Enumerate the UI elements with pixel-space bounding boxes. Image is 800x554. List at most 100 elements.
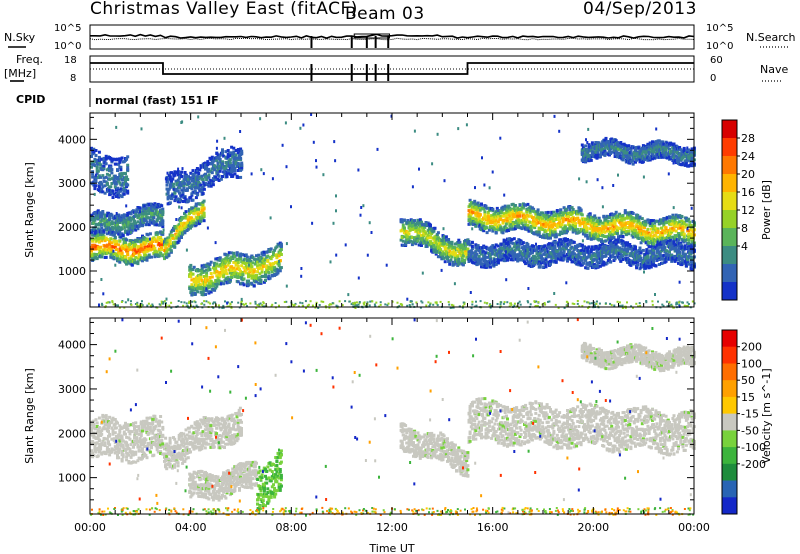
heatmap-cell bbox=[519, 250, 523, 254]
heatmap-cell bbox=[144, 214, 148, 218]
heatmap-cell bbox=[503, 257, 507, 261]
heatmap-cell bbox=[100, 229, 104, 233]
heatmap-cell bbox=[228, 257, 232, 261]
heatmap-cell bbox=[668, 216, 671, 220]
heatmap-cell bbox=[118, 221, 122, 224]
heatmap-cell bbox=[423, 225, 427, 229]
heatmap-cell bbox=[181, 227, 185, 231]
heatmap-cell bbox=[429, 224, 432, 228]
heatmap-cell bbox=[193, 189, 197, 193]
heatmap-cell bbox=[105, 238, 109, 241]
heatmap-cell bbox=[185, 188, 189, 192]
heatmap-cell bbox=[114, 248, 118, 252]
heatmap-cell bbox=[120, 156, 124, 160]
heatmap-cell bbox=[473, 199, 477, 203]
heatmap-cell bbox=[459, 254, 463, 258]
heatmap-cell bbox=[224, 265, 228, 269]
heatmap-cell bbox=[688, 235, 692, 239]
heatmap-cell bbox=[232, 150, 236, 154]
heatmap-cell bbox=[105, 181, 109, 185]
heatmap-cell bbox=[105, 223, 109, 226]
heatmap-cell bbox=[421, 222, 425, 226]
heatmap-cell bbox=[658, 233, 662, 237]
heatmap-cell bbox=[516, 240, 520, 244]
heatmap-cell bbox=[102, 166, 106, 170]
heatmap-cell bbox=[100, 157, 104, 161]
heatmap-cell bbox=[500, 210, 504, 214]
heatmap-cell bbox=[113, 176, 117, 180]
heatmap-cell bbox=[116, 254, 119, 258]
heatmap-cell bbox=[138, 250, 142, 253]
heatmap-cell bbox=[194, 186, 198, 189]
heatmap-cell bbox=[447, 255, 451, 258]
heatmap-cell bbox=[169, 245, 173, 249]
freq-tick-top: 18 bbox=[64, 55, 77, 66]
heatmap-cell bbox=[193, 279, 197, 283]
heatmap-cell bbox=[279, 266, 283, 270]
heatmap-cell bbox=[114, 195, 118, 198]
heatmap-cell bbox=[402, 218, 406, 222]
heatmap-cell bbox=[258, 266, 262, 270]
heatmap-cell bbox=[136, 262, 140, 266]
heatmap-cell bbox=[495, 252, 499, 256]
heatmap-cell bbox=[221, 160, 224, 164]
heatmap-cell bbox=[218, 169, 222, 173]
heatmap-cell bbox=[189, 185, 193, 189]
heatmap-cell bbox=[256, 264, 260, 268]
heatmap-cell bbox=[215, 155, 219, 159]
heatmap-cell bbox=[235, 164, 239, 168]
heatmap-cell bbox=[269, 247, 273, 251]
heatmap-cell bbox=[239, 175, 243, 179]
heatmap-cell bbox=[485, 226, 489, 230]
heatmap-cell bbox=[221, 267, 224, 271]
heatmap-cell bbox=[441, 234, 445, 238]
heatmap-cell bbox=[150, 255, 153, 259]
heatmap-cell bbox=[138, 206, 142, 210]
heatmap-cell bbox=[206, 163, 210, 167]
heatmap-cell bbox=[112, 178, 116, 182]
heatmap-cell bbox=[569, 226, 573, 230]
heatmap-cell bbox=[104, 248, 108, 252]
heatmap-cell bbox=[142, 239, 146, 243]
heatmap-cell bbox=[255, 273, 258, 277]
heatmap-cell bbox=[546, 245, 550, 249]
heatmap-cell bbox=[413, 219, 417, 223]
heatmap-cell bbox=[124, 177, 127, 181]
heatmap-cell bbox=[538, 213, 542, 217]
heatmap-cell bbox=[234, 261, 238, 265]
heatmap-cell bbox=[145, 258, 149, 262]
heatmap-cell bbox=[648, 224, 652, 227]
heatmap-cell bbox=[410, 243, 414, 247]
heatmap-cell bbox=[168, 201, 172, 205]
heatmap-cell bbox=[427, 228, 431, 232]
heatmap-cell bbox=[114, 214, 118, 218]
heatmap-cell bbox=[544, 225, 548, 228]
heatmap-cell bbox=[221, 175, 224, 178]
heatmap-cell bbox=[460, 259, 464, 263]
heatmap-cell bbox=[260, 270, 264, 274]
heatmap-cell bbox=[671, 219, 675, 223]
heatmap-cell bbox=[638, 215, 642, 219]
heatmap-cell bbox=[620, 229, 624, 233]
heatmap-cell bbox=[124, 172, 127, 176]
heatmap-cell bbox=[677, 238, 680, 242]
heatmap-cell bbox=[236, 264, 240, 268]
heatmap-cell bbox=[129, 212, 133, 216]
heatmap-cell bbox=[520, 227, 524, 231]
heatmap-cell bbox=[279, 245, 283, 248]
heatmap-cell bbox=[415, 221, 419, 225]
heatmap-cell bbox=[409, 239, 413, 243]
heatmap-cell bbox=[94, 184, 98, 188]
heatmap-cell bbox=[213, 271, 217, 275]
heatmap-cell bbox=[141, 257, 144, 260]
heatmap-cell bbox=[527, 254, 531, 258]
heatmap-cell bbox=[552, 210, 556, 214]
heatmap-cell bbox=[167, 187, 171, 191]
heatmap-cell bbox=[201, 185, 205, 189]
heatmap-cell bbox=[638, 221, 642, 225]
heatmap-cell bbox=[550, 255, 554, 259]
heatmap-cell bbox=[535, 230, 539, 234]
heatmap-cell bbox=[107, 187, 110, 191]
heatmap-cell bbox=[116, 157, 119, 161]
heatmap-cell bbox=[176, 189, 180, 193]
